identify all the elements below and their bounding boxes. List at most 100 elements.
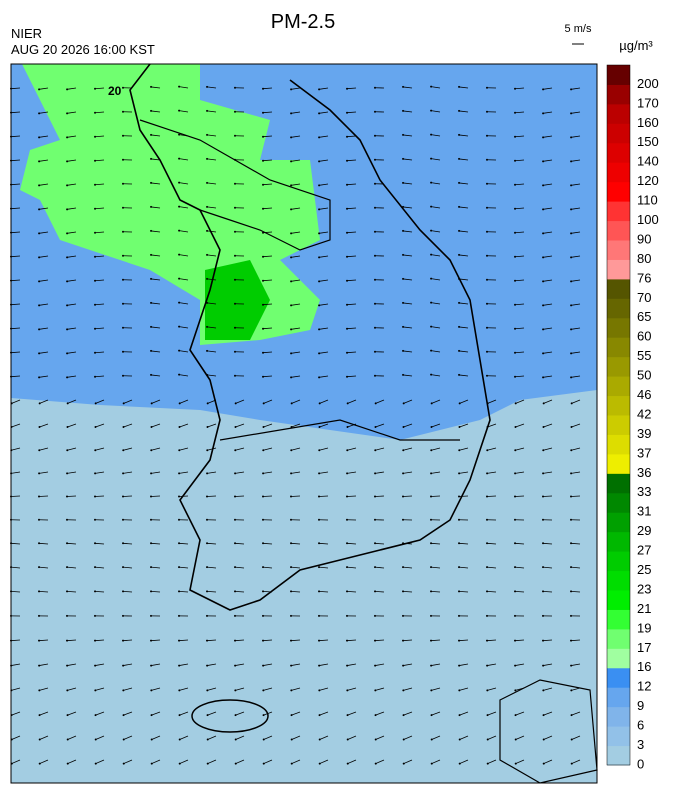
wind-arrow <box>319 279 329 282</box>
wind-arrow-head <box>570 495 573 498</box>
wind-arrow-head <box>94 111 97 114</box>
wind-arrow <box>403 206 413 209</box>
wind-arrow-head <box>38 328 41 331</box>
colorbar-label: 50 <box>637 368 651 383</box>
wind-arrow-head <box>150 85 153 88</box>
wind-arrow-head <box>122 278 125 281</box>
colorbar-segment <box>607 434 630 455</box>
wind-arrow-head <box>94 402 97 405</box>
colorbar-segment <box>607 259 630 280</box>
wind-arrow-head <box>290 664 293 667</box>
wind-arrow <box>11 471 21 474</box>
wind-arrow <box>543 159 553 162</box>
wind-arrow-head <box>122 350 125 353</box>
wind-arrow-head <box>542 376 545 379</box>
wind-arrow-head <box>94 279 97 282</box>
wind-arrow <box>66 495 77 497</box>
wind-arrow-head <box>66 184 69 187</box>
wind-arrow-head <box>150 157 153 160</box>
wind-arrow-head <box>206 402 209 405</box>
colorbar-segment <box>607 415 630 435</box>
wind-arrow <box>235 447 245 451</box>
wind-arrow-head <box>122 689 125 692</box>
colorbar-segment <box>607 687 630 708</box>
wind-arrow <box>375 663 385 666</box>
wind-arrow-head <box>430 402 433 405</box>
wind-arrow-head <box>318 425 321 428</box>
wind-arrow-head <box>122 158 125 161</box>
wind-arrow-head <box>66 232 69 235</box>
wind-arrow-head <box>262 135 265 138</box>
coastline <box>129 63 491 611</box>
wind-arrow <box>67 423 77 428</box>
wind-arrow-head <box>374 182 377 185</box>
wind-arrow-head <box>178 495 181 498</box>
wind-arrow-head <box>234 472 237 475</box>
wind-arrow <box>262 495 273 497</box>
wind-arrow-head <box>38 184 41 187</box>
wind-arrow-head <box>38 352 41 355</box>
wind-arrow-head <box>542 352 545 355</box>
wind-arrow <box>319 351 329 354</box>
wind-arrow-head <box>66 449 69 452</box>
wind-arrow-head <box>374 158 377 161</box>
wind-arrow-head <box>374 449 377 452</box>
wind-arrow <box>67 183 77 186</box>
wind-arrow-head <box>318 495 321 498</box>
agency: NIER <box>11 26 42 41</box>
wind-arrow-head <box>234 425 237 428</box>
wind-arrow-head <box>290 614 293 617</box>
wind-arrow <box>319 327 329 330</box>
wind-arrow <box>542 639 553 642</box>
wind-arrow-head <box>66 639 69 642</box>
wind-arrow <box>514 207 525 210</box>
wind-arrow <box>262 231 273 234</box>
wind-arrow-head <box>542 590 545 593</box>
wind-arrow-head <box>458 157 461 160</box>
wind-arrow-head <box>374 374 377 377</box>
wind-arrow <box>10 639 21 642</box>
wind-arrow-head <box>290 689 293 692</box>
wind-arrow <box>347 447 357 451</box>
wind-arrow <box>95 447 105 451</box>
wind-arrow-head <box>318 136 321 139</box>
wind-arrow-head <box>346 639 349 642</box>
wind-arrow <box>67 399 77 404</box>
wind-arrow-head <box>38 280 41 283</box>
wind-arrow-head <box>542 518 545 521</box>
wind-arrow-head <box>542 328 545 331</box>
wind-arrow <box>94 159 105 162</box>
wind-arrow-head <box>346 303 349 306</box>
wind-arrow <box>291 303 301 306</box>
wind-arrow-head <box>458 518 461 521</box>
wind-arrow <box>403 302 413 305</box>
wind-arrow-head <box>486 542 489 545</box>
wind-arrow-head <box>262 664 265 667</box>
wind-arrow <box>290 542 301 545</box>
wind-arrow-head <box>458 133 461 136</box>
wind-arrow-head <box>178 85 181 88</box>
wind-arrow-head <box>486 158 489 161</box>
wind-arrow <box>207 158 217 161</box>
wind-arrow <box>571 759 581 764</box>
colorbar-segment <box>607 648 630 669</box>
map-frame <box>10 63 598 784</box>
wind-arrow <box>263 399 273 404</box>
wind-arrow-head <box>66 160 69 163</box>
wind-arrow <box>94 207 105 210</box>
wind-arrow <box>346 327 357 330</box>
wind-arrow <box>430 590 441 593</box>
wind-arrow <box>95 711 105 716</box>
wind-arrow <box>207 687 217 691</box>
wind-arrow-head <box>38 590 41 593</box>
wind-arrow-head <box>94 425 97 428</box>
wind-arrow <box>543 207 553 210</box>
wind-arrow-head <box>486 326 489 329</box>
wind-arrow-head <box>234 182 237 185</box>
wind-arrow <box>291 399 301 404</box>
wind-arrow <box>570 542 581 545</box>
colorbar-label: 33 <box>637 484 651 499</box>
wind-arrow-head <box>542 762 545 765</box>
wind-arrow-head <box>234 738 237 741</box>
wind-arrow <box>487 735 497 740</box>
